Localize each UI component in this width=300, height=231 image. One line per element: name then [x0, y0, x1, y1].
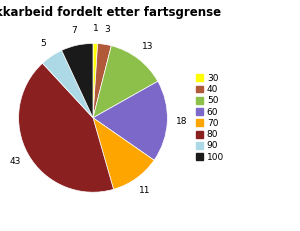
Text: 11: 11 — [139, 186, 151, 195]
Legend: 30, 40, 50, 60, 70, 80, 90, 100: 30, 40, 50, 60, 70, 80, 90, 100 — [194, 72, 226, 164]
Wedge shape — [19, 63, 114, 192]
Text: 13: 13 — [142, 43, 153, 52]
Wedge shape — [93, 46, 158, 118]
Wedge shape — [93, 118, 154, 189]
Wedge shape — [93, 43, 98, 118]
Text: 43: 43 — [10, 157, 21, 166]
Title: Trafikkarbeid fordelt etter fartsgrense: Trafikkarbeid fordelt etter fartsgrense — [0, 6, 221, 19]
Wedge shape — [93, 81, 167, 160]
Text: 7: 7 — [71, 26, 76, 35]
Text: 5: 5 — [40, 39, 46, 48]
Wedge shape — [93, 44, 111, 118]
Text: 3: 3 — [104, 25, 110, 34]
Wedge shape — [43, 50, 93, 118]
Text: 1: 1 — [93, 24, 99, 33]
Wedge shape — [61, 43, 93, 118]
Text: 18: 18 — [176, 118, 188, 127]
